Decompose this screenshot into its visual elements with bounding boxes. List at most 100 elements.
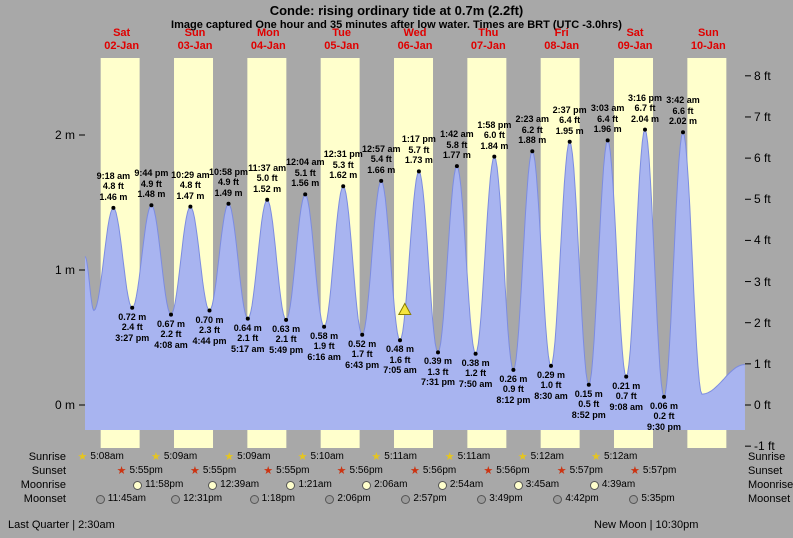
sunset-time: 5:57pm [569, 465, 603, 476]
right-axis-label: 4 ft [754, 233, 771, 248]
tide-height-m: 0.26 m [499, 373, 528, 384]
tide-time: 10:29 am [171, 169, 210, 180]
sunrise-time: 5:12am [603, 451, 638, 462]
low-tide-label: 0.48 m 1.6 ft 7:05 am [370, 344, 430, 376]
tide-height-m: 0.72 m [118, 311, 147, 322]
tide-height-ft: 2.1 ft [275, 334, 297, 345]
sunset-entry: ★ 5:55pm [110, 465, 170, 477]
sunrise-icon: ★ [150, 450, 161, 463]
tide-height-m: 1.49 m [214, 187, 243, 198]
tide-height-ft: 2.4 ft [121, 322, 143, 333]
day-name: Tue [332, 27, 352, 39]
day-name: Wed [403, 27, 427, 39]
tide-height-ft: 6.4 ft [597, 113, 619, 124]
high-tide-point [226, 201, 231, 206]
low-tide-point [436, 350, 440, 355]
day-name: Thu [478, 27, 499, 39]
moonrise-time: 1:21am [298, 479, 332, 490]
tide-time: 11:37 am [248, 162, 287, 173]
tide-time: 8:30 am [534, 390, 568, 401]
tide-height-m: 1.84 m [480, 140, 509, 151]
high-tide-point [681, 130, 685, 135]
low-tide-label: 0.67 m 2.2 ft 4:08 am [141, 319, 201, 351]
tide-height-m: 1.62 m [329, 170, 358, 181]
tide-height-m: 0.39 m [423, 356, 452, 367]
moon-phase-last-quarter: Last Quarter | 2:30am [8, 519, 115, 531]
tide-time: 1:58 pm [477, 119, 512, 130]
tide-height-ft: 6.6 ft [672, 105, 694, 116]
low-tide-label: 0.58 m 1.9 ft 6:16 am [294, 331, 354, 363]
day-name: Sat [113, 27, 131, 39]
low-tide-point [130, 305, 135, 310]
low-tide-point [245, 316, 250, 321]
low-tide-point [586, 382, 591, 387]
day-header: Sat 02-Jan [86, 27, 158, 53]
tide-time: 3:42 am [666, 95, 700, 106]
moonrise-time: 11:58pm [145, 479, 184, 490]
tide-height-m: 1.73 m [404, 155, 433, 166]
high-tide-point [149, 203, 154, 208]
right-axis-label: 3 ft [754, 274, 771, 289]
moonset-icon [325, 494, 335, 504]
moonrise-entry: 1:21am [279, 479, 339, 491]
moonrise-entry: 4:39am [583, 479, 643, 491]
tide-height-ft: 6.0 ft [483, 130, 505, 141]
tide-height-m: 0.58 m [310, 330, 339, 341]
low-tide-point [398, 338, 402, 343]
sunrise-entry: ★ 5:11am [364, 451, 424, 463]
sunrise-entry: ★ 5:11am [438, 451, 498, 463]
moonrise-entry: 11:58pm [128, 479, 188, 491]
sunset-entry: ★ 5:56pm [330, 465, 390, 477]
tide-height-ft: 6.2 ft [521, 124, 543, 135]
tide-height-ft: 4.9 ft [217, 177, 239, 188]
moonset-time: 2:57pm [413, 493, 447, 504]
low-tide-point [624, 374, 629, 379]
sunset-time: 5:55pm [202, 465, 237, 476]
sunset-icon: ★ [630, 464, 640, 477]
sunrise-entry: ★ 5:12am [584, 451, 644, 463]
sunrise-time: 5:11am [384, 451, 417, 462]
tide-area [85, 129, 745, 430]
moonset-entry: 2:57pm [394, 493, 454, 505]
day-date: 02-Jan [104, 40, 140, 52]
page-title: Conde: rising ordinary tide at 0.7m (2.2… [269, 3, 524, 18]
sunset-entry: ★ 5:56pm [403, 465, 463, 477]
tide-height-m: 0.64 m [233, 322, 262, 333]
high-tide-label: 9:44 pm 4.9 ft 1.48 m [121, 168, 181, 200]
right-axis-label: 8 ft [754, 68, 771, 83]
sunrise-time: 5:12am [530, 451, 564, 462]
high-tide-label: 10:29 am 4.8 ft 1.47 m [160, 170, 220, 202]
tide-height-ft: 2.1 ft [237, 333, 259, 344]
tide-time: 12:04 am [285, 157, 325, 168]
moonset-icon [249, 494, 259, 504]
high-tide-label: 1:17 pm 5.7 ft 1.73 m [389, 134, 449, 166]
tide-height-m: 1.48 m [137, 189, 166, 200]
tide-time: 10:58 pm [208, 166, 249, 177]
high-tide-label: 9:18 am 4.8 ft 1.46 m [83, 171, 143, 203]
moonrise-icon [208, 480, 218, 490]
tide-time: 12:31 pm [323, 149, 363, 160]
tide-height-m: 0.21 m [612, 380, 641, 391]
moonset-time: 11:45am [107, 493, 146, 504]
tide-time: 1:42 am [440, 129, 474, 140]
high-tide-label: 3:16 pm 6.7 ft 2.04 m [615, 93, 675, 125]
low-tide-label: 0.38 m 1.2 ft 7:50 am [446, 358, 506, 390]
right-axis-label: 5 ft [754, 192, 771, 207]
left-axis-label: 2 m [54, 128, 75, 142]
tide-height-ft: 5.1 ft [294, 167, 316, 178]
day-date: 06-Jan [397, 40, 433, 52]
low-tide-label: 0.72 m 2.4 ft 3:27 pm [102, 312, 162, 344]
sunrise-icon: ★ [517, 450, 528, 463]
high-tide-label: 12:31 pm 5.3 ft 1.62 m [313, 149, 373, 181]
tide-height-m: 1.96 m [593, 124, 622, 135]
row-label-sunrise-right: Sunrise [748, 451, 786, 463]
sunset-time: 5:56pm [422, 465, 457, 476]
tide-height-ft: 5.3 ft [332, 159, 354, 170]
tide-time: 6:43 pm [345, 359, 380, 370]
sunrise-time: 5:09am [163, 451, 198, 462]
tide-height-m: 2.04 m [630, 113, 659, 124]
sunset-entry: ★ 5:55pm [256, 465, 316, 477]
tide-time: 7:05 am [383, 365, 417, 376]
sunset-entry: ★ 5:56pm [476, 465, 536, 477]
